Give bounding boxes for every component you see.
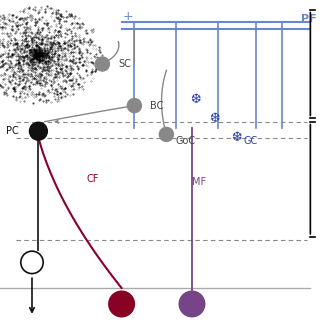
Text: PCN: PCN <box>173 300 192 308</box>
Circle shape <box>21 251 43 274</box>
Text: MF: MF <box>192 177 206 188</box>
Circle shape <box>159 127 173 141</box>
Circle shape <box>95 57 109 71</box>
Text: SC: SC <box>118 59 131 69</box>
Text: PF: PF <box>301 14 316 24</box>
Text: ❆: ❆ <box>209 112 220 125</box>
Text: GC: GC <box>243 136 257 146</box>
Text: ❆: ❆ <box>231 131 242 144</box>
Text: PC: PC <box>6 126 19 136</box>
Text: DCN: DCN <box>21 258 40 267</box>
Circle shape <box>179 291 205 317</box>
Circle shape <box>109 291 134 317</box>
Circle shape <box>29 122 47 140</box>
Text: ❆: ❆ <box>190 93 200 106</box>
Text: CF: CF <box>86 174 99 184</box>
Text: IO: IO <box>108 299 119 309</box>
Circle shape <box>127 99 141 113</box>
Text: BC: BC <box>150 100 164 111</box>
Text: GoC: GoC <box>176 136 196 146</box>
Text: +: + <box>123 10 133 22</box>
